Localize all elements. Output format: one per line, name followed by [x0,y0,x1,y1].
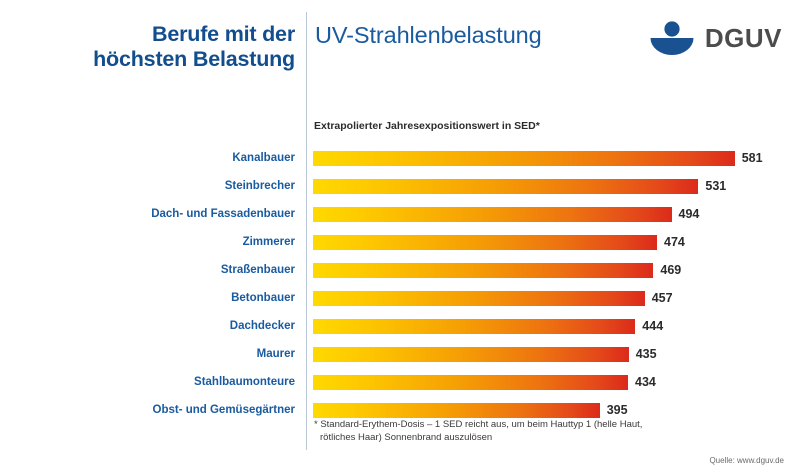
bar-value-label: 531 [705,179,727,193]
dguv-logo: DGUV [649,18,782,58]
bar-container: 395 [313,403,628,418]
bar-container: 581 [313,151,763,166]
bar-category-label: Kanalbauer [232,152,295,164]
bar-value-label: 434 [635,375,656,389]
bar-container: 494 [313,207,699,222]
bar [313,263,654,278]
bar-container: 435 [313,347,657,362]
chart-row: Dachdecker 444 [0,318,800,346]
bar-container: 434 [313,375,656,390]
page-title: UV-Strahlenbelastung [315,22,542,48]
bar-value-label: 395 [606,403,628,417]
bar-container: 474 [313,235,685,250]
bar-category-label: Dach- und Fassadenbauer [151,208,295,220]
bar-category-label: Betonbauer [231,292,295,304]
bar-category-label: Obst- und Gemüsegärtner [152,404,296,416]
bar-container: 531 [313,179,726,194]
dguv-logo-text: DGUV [704,22,782,53]
bar-category-label: Straßenbauer [220,264,295,276]
bar [313,235,657,250]
chart-row: Steinbrecher 531 [0,178,800,206]
bar-container: 469 [313,263,681,278]
bar [313,151,735,166]
bar [313,403,600,418]
bar-value-label: 494 [678,207,700,221]
bar-category-label: Maurer [256,348,295,360]
bar [313,179,699,194]
chart-row: Maurer 435 [0,346,800,374]
chart-row: Zimmerer 474 [0,234,800,262]
bar-value-label: 457 [651,291,673,305]
bar [313,319,636,334]
bar-category-label: Zimmerer [242,236,295,248]
chart-row: Kanalbauer 581 [0,150,800,178]
bar [313,291,645,306]
chart-caption: Extrapolierter Jahresexpositionswert in … [314,120,540,132]
dguv-bowl-icon [649,21,695,55]
chart-row: Straßenbauer 469 [0,262,800,290]
bar-container: 444 [313,319,663,334]
bar-container: 457 [313,291,673,306]
bar-value-label: 444 [642,319,664,333]
chart-row: Obst- und Gemüsegärtner 395 [0,402,800,430]
bar-category-label: Steinbrecher [224,180,295,192]
chart-row: Dach- und Fassadenbauer 494 [0,206,800,234]
headline-line-2: höchsten Belastung [93,47,295,71]
bar [313,375,628,390]
bar [313,347,629,362]
headline: Berufe mit der höchsten Belastung [20,22,295,72]
chart-row: Stahlbaumonteure 434 [0,374,800,402]
chart-row: Betonbauer 457 [0,290,800,318]
bar-category-label: Stahlbaumonteure [194,376,295,388]
footnote: * Standard-Erythem-Dosis – 1 SED reicht … [314,419,643,443]
bar-value-label: 435 [635,347,657,361]
bar [313,207,672,222]
bar-value-label: 474 [664,235,685,249]
bar-value-label: 581 [741,151,763,165]
bar-category-label: Dachdecker [229,320,295,332]
header-divider [306,12,307,450]
bar-chart: Kanalbauer 581 Steinbrecher 531 Dach- und Fa… [0,150,800,430]
bar-value-label: 469 [660,263,682,277]
source-note: Quelle: www.dguv.de [709,456,784,465]
headline-line-1: Berufe mit der [152,22,295,46]
